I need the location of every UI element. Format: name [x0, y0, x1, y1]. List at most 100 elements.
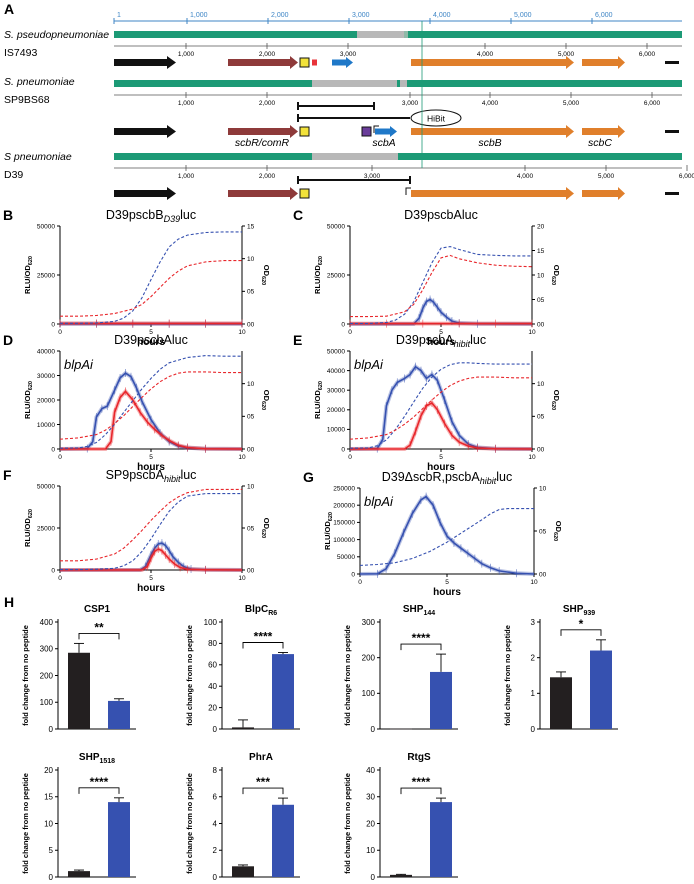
bar-y-tick-label: 200 — [40, 671, 54, 680]
yellow-box-2 — [299, 126, 310, 137]
y-tick-label: 30000 — [37, 373, 55, 380]
y-tick-label: 20000 — [327, 407, 345, 414]
x-tick-label: 5 — [445, 579, 449, 586]
y-tick-label: 25000 — [327, 272, 345, 279]
y2-tick-label: 10 — [539, 485, 547, 492]
gene-arrow-orange-3a — [411, 187, 574, 200]
y-axis-label: RLU/OD620 — [323, 512, 334, 550]
x-tick-label: 5 — [149, 575, 153, 582]
bar-chart-title: BlpCR6 — [245, 604, 277, 617]
panel-title: D39ΔscbR,pscbAhibitluc — [382, 470, 512, 486]
y-axis-label: RLU/OD620 — [23, 256, 34, 294]
bar-y-tick-label: 0 — [213, 725, 218, 734]
bar-y-axis-label: fold change from no peptide — [503, 625, 512, 726]
significance-bracket — [400, 643, 442, 651]
gene-arrow-orange-1b — [582, 56, 625, 69]
y-tick-label: 150000 — [333, 520, 355, 527]
y2-axis-label: OD620 — [550, 265, 561, 285]
strain-sub-2: SP9BS68 — [4, 94, 50, 106]
bar-y-tick-label: 300 — [40, 645, 54, 654]
gene-arrow-orange-2b — [582, 125, 625, 138]
y-tick-label: 20000 — [37, 397, 55, 404]
y-tick-label: 250000 — [333, 485, 355, 492]
bar-y-tick-label: 0 — [49, 725, 54, 734]
y2-tick-label: 15 — [537, 248, 545, 255]
y-tick-label: 25000 — [37, 525, 55, 532]
bar-chart-title: CSP1 — [84, 604, 111, 615]
x-tick-label: 10 — [238, 454, 246, 461]
hibit-oval — [410, 109, 462, 127]
ruler-tick-label: 6,000 — [595, 12, 613, 19]
y2-tick-label: 00 — [537, 446, 545, 453]
bar-y-axis-label: fold change from no peptide — [21, 773, 30, 874]
strain-tick-label: 1,000 — [178, 51, 195, 58]
ruler-tick-label: 2,000 — [271, 12, 289, 19]
strain-tick-label: 5,000 — [598, 173, 615, 180]
bar-control — [232, 866, 254, 877]
bar-y-tick-label: 1 — [531, 689, 536, 698]
y2-tick-label: 00 — [247, 321, 255, 328]
gene-arrow-brown-1 — [228, 56, 298, 69]
series-line-blue — [350, 298, 533, 325]
y2-tick-label: 00 — [247, 446, 255, 453]
bar-y-axis-label: fold change from no peptide — [185, 625, 194, 726]
strain-tick-label: 4,000 — [477, 51, 494, 58]
bar-peptide — [272, 654, 294, 729]
strain-tick-label: 6,000 — [679, 173, 694, 180]
y-tick-label: 50000 — [337, 554, 355, 561]
bar-y-tick-label: 0 — [49, 873, 54, 882]
y2-tick-label: 15 — [247, 223, 255, 230]
y2-tick-label: 10 — [247, 381, 255, 388]
panel-letter-f: F — [3, 467, 12, 483]
strain-tick-label: 2,000 — [259, 173, 276, 180]
bar-peptide — [272, 804, 294, 877]
y2-tick-label: 05 — [537, 297, 545, 304]
significance-bracket — [560, 629, 602, 636]
bar-y-tick-label: 3 — [531, 618, 536, 627]
bar-peptide — [430, 671, 452, 729]
bar-y-tick-label: 80 — [208, 639, 217, 648]
bar-chart-0: CSP1 0 100 200 300 400 fold change from no pep… — [21, 604, 136, 734]
bar-control — [390, 728, 412, 730]
y2-tick-label: 10 — [537, 381, 545, 388]
series-od-blue — [60, 231, 242, 324]
strain-tick-label: 4,000 — [482, 100, 499, 107]
x-axis-label: hours — [427, 462, 455, 473]
significance-bracket — [78, 632, 120, 640]
x-tick-label: 0 — [348, 454, 352, 461]
strain-sub-1: IS7493 — [4, 47, 37, 59]
x-tick-label: 0 — [58, 454, 62, 461]
bar-y-tick-label: 40 — [208, 682, 217, 691]
strain-tick-label: 6,000 — [639, 51, 656, 58]
bar-y-tick-label: 0 — [371, 873, 376, 882]
bar-y-tick-label: 0 — [371, 725, 376, 734]
bar-y-tick-label: 0 — [213, 873, 218, 882]
x-tick-label: 0 — [348, 329, 352, 336]
gene-arrow-blue-1 — [332, 57, 353, 68]
y-tick-label: 0 — [351, 571, 355, 578]
panel-note: blpAi — [354, 357, 384, 372]
bar-y-tick-label: 2 — [531, 653, 536, 662]
series-line-red — [60, 548, 243, 571]
track-gap-2b — [400, 80, 407, 87]
x-axis-label: hours — [433, 587, 461, 598]
strain-name-1: S. pseudopneumoniae — [4, 29, 109, 41]
bar-y-tick-label: 60 — [208, 661, 217, 670]
y-tick-label: 0 — [51, 446, 55, 453]
yellow-box-3 — [299, 188, 310, 199]
series-od-red — [59, 371, 242, 440]
y-tick-label: 0 — [51, 567, 55, 574]
series-band-blue — [59, 370, 243, 451]
panel-title: D39pscbAluc — [114, 333, 188, 347]
bar-y-tick-label: 300 — [362, 618, 376, 627]
panel-letter-d: D — [3, 332, 13, 348]
bar-y-tick-label: 10 — [366, 846, 375, 855]
y2-axis-label: OD620 — [552, 521, 563, 541]
x-axis-label: hours — [137, 337, 165, 348]
ruler-tick-label: 1,000 — [190, 12, 208, 19]
bar-y-tick-label: 2 — [213, 846, 218, 855]
gene-end-mark-3 — [665, 192, 679, 195]
